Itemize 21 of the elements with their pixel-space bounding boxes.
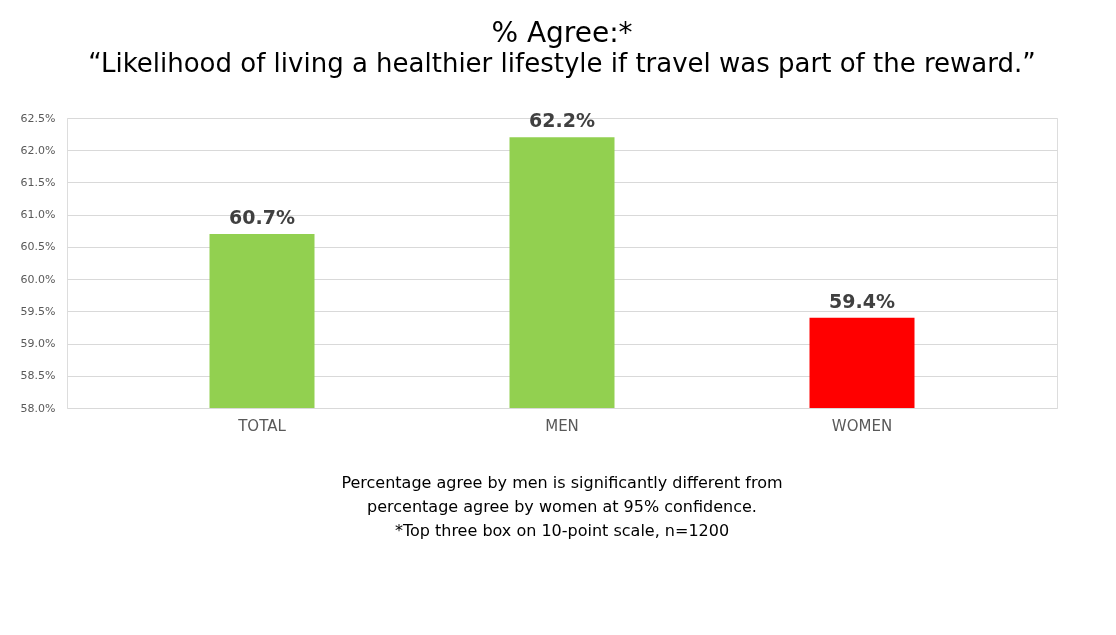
x-tick-label: MEN: [545, 416, 579, 435]
y-tick-label: 59.5%: [20, 304, 56, 318]
text: Percentage agree by men is significantly different from: [341, 473, 783, 492]
data-label: 60.7%: [229, 206, 295, 228]
chart-title: % Agree:*: [491, 16, 633, 49]
y-tick-label: 61.0%: [20, 208, 56, 222]
y-tick-label: 58.0%: [20, 401, 56, 415]
text: *Top three box on 10-point scale, n=1200: [394, 521, 730, 540]
y-tick-label: 58.5%: [20, 369, 56, 383]
y-tick-label: 59.0%: [20, 337, 56, 351]
text: percentage agree by women at 95% confidence.: [367, 497, 757, 516]
y-tick-label: 62.0%: [20, 143, 56, 157]
y-tick-label: 62.5%: [20, 111, 56, 125]
x-tick-label: TOTAL: [237, 416, 287, 435]
data-label: 62.2%: [529, 109, 595, 132]
y-tick-label: 61.5%: [20, 175, 56, 189]
data-label: 59.4%: [829, 289, 895, 312]
x-tick-label: WOMEN: [831, 416, 893, 435]
y-tick-label: 60.5%: [20, 240, 56, 254]
chart-subtitle: “Likelihood of living a healthier lifestyle if travel was part of the reward.”: [88, 48, 1036, 78]
y-tick-label: 60.0%: [20, 272, 56, 286]
